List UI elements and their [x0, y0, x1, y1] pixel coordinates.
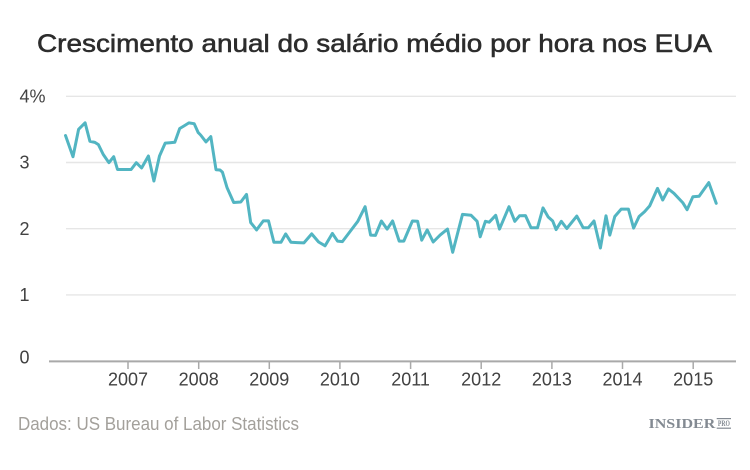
- svg-text:2012: 2012: [461, 370, 501, 390]
- svg-text:Crescimento anual do salário m: Crescimento anual do salário médio por h…: [37, 30, 712, 58]
- svg-text:4%: 4%: [20, 87, 46, 107]
- svg-text:2007: 2007: [108, 370, 148, 390]
- svg-text:2015: 2015: [673, 370, 713, 390]
- svg-text:1: 1: [20, 285, 30, 305]
- svg-text:2013: 2013: [532, 370, 572, 390]
- svg-text:INSIDER: INSIDER: [649, 416, 716, 431]
- svg-text:2009: 2009: [249, 370, 289, 390]
- svg-text:2011: 2011: [391, 370, 430, 390]
- svg-text:3: 3: [20, 153, 30, 173]
- svg-text:Dados: US Bureau of Labor Stat: Dados: US Bureau of Labor Statistics: [18, 413, 299, 434]
- svg-text:2010: 2010: [320, 370, 360, 390]
- svg-text:2014: 2014: [602, 370, 642, 390]
- svg-text:PRO: PRO: [718, 419, 730, 428]
- svg-text:2008: 2008: [179, 370, 219, 390]
- svg-text:2: 2: [20, 219, 30, 239]
- svg-text:0: 0: [20, 348, 30, 368]
